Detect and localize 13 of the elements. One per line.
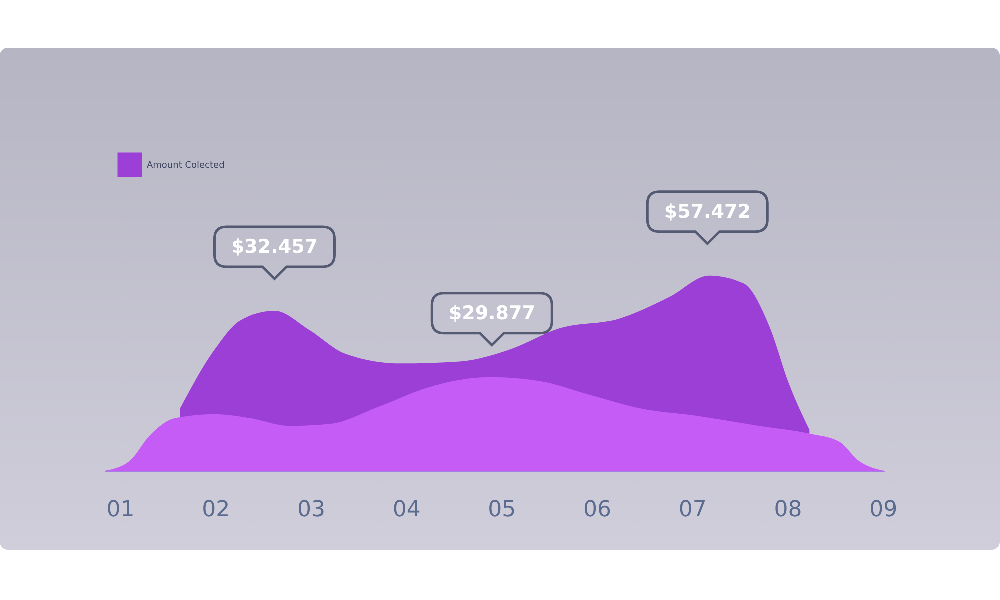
annotation: $32.457 bbox=[231, 236, 318, 258]
x-tick-label: 04 bbox=[392, 498, 421, 522]
x-tick-label: 03 bbox=[297, 498, 326, 522]
x-tick-label: 08 bbox=[774, 498, 802, 522]
x-tick-label: 06 bbox=[584, 498, 612, 522]
x-tick-label: 07 bbox=[678, 498, 707, 522]
x-tick-label: 01 bbox=[106, 498, 135, 522]
x-tick-label: 02 bbox=[202, 498, 230, 522]
x-tick-label: 05 bbox=[488, 498, 516, 522]
annotation: $57.472 bbox=[664, 200, 751, 223]
x-tick-label: 09 bbox=[870, 498, 898, 522]
text: Amount Colected bbox=[147, 161, 225, 171]
annotation: $29.877 bbox=[448, 302, 536, 324]
